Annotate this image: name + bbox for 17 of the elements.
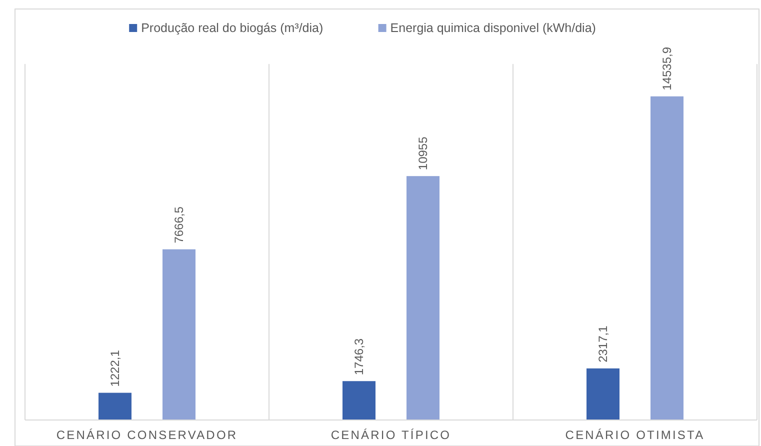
data-label: 14535,9 (660, 46, 674, 90)
data-label: 7666,5 (172, 206, 186, 244)
x-tick-label: CENÁRIO TÍPICO (330, 428, 452, 442)
data-label: 10955 (416, 136, 430, 170)
bar (406, 176, 440, 420)
x-tick-label: CENÁRIO CONSERVADOR (56, 428, 238, 442)
data-label: 1222,1 (108, 350, 122, 387)
legend-label: Energia quimica disponivel (kWh/dia) (390, 21, 596, 35)
bar (98, 392, 132, 420)
data-label: 1746,3 (352, 338, 366, 376)
bar (586, 368, 620, 420)
legend-label: Produção real do biogás (m³/dia) (141, 21, 324, 35)
bar (162, 249, 196, 420)
bar (342, 381, 376, 420)
data-label: 2317,1 (596, 325, 610, 362)
x-tick-label: CENÁRIO OTIMISTA (565, 428, 705, 442)
bar (650, 96, 684, 420)
